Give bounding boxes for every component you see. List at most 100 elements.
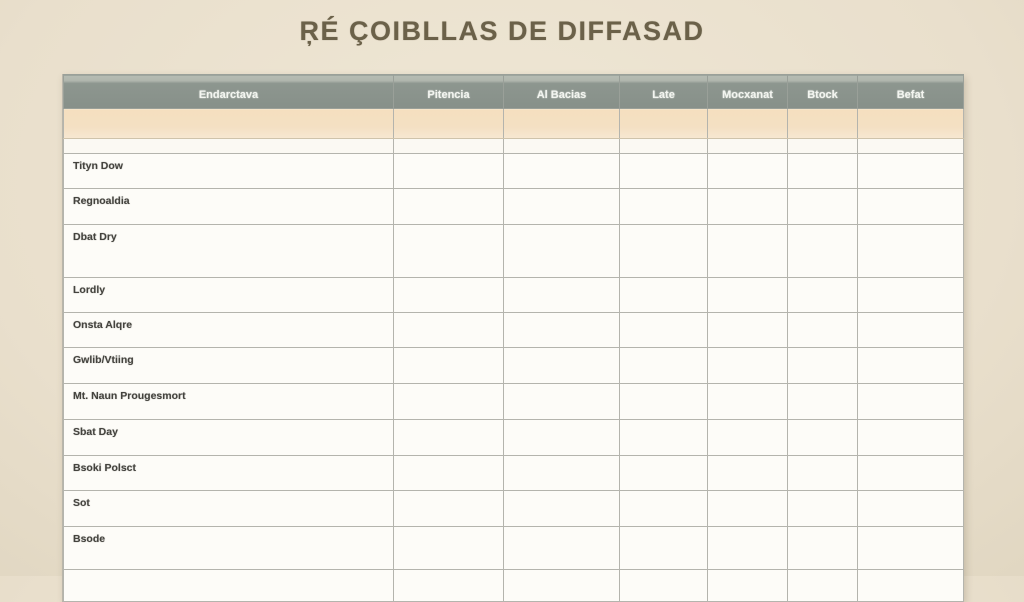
cell (857, 347, 964, 384)
row-label: Mt. Naun Prougesmort (63, 383, 394, 420)
cell (787, 383, 858, 420)
cell (503, 224, 620, 278)
cell (707, 455, 788, 491)
cell (393, 108, 504, 139)
cell (503, 569, 620, 602)
cell (787, 277, 858, 313)
cell (857, 490, 964, 527)
table-row: Dbat Dry (63, 224, 964, 278)
cell (619, 312, 708, 348)
row-label: Dbat Dry (63, 224, 394, 278)
column-header-mocxanat: Mocxanat (707, 74, 788, 109)
cell (393, 188, 504, 225)
cell (707, 490, 788, 527)
table-row: Regnoaldia (63, 188, 964, 225)
table-row: Bsoki Polsct (63, 455, 964, 491)
cell (503, 347, 620, 384)
cell (787, 188, 858, 225)
page-background: ŖÉ ÇOIBLLAS DE DIFFASAD Endarctava Piten… (62, 16, 964, 602)
cell (619, 419, 708, 456)
cell (503, 383, 620, 420)
cell (503, 153, 620, 189)
cell (619, 138, 708, 154)
column-header-late: Late (619, 74, 708, 109)
cell (857, 224, 964, 278)
cell (619, 224, 708, 278)
cell (787, 224, 858, 278)
column-header-btock: Btock (787, 74, 858, 109)
cell (857, 138, 964, 154)
cell (707, 224, 788, 278)
column-header-al-bacias: Al Bacias (503, 74, 620, 109)
table-row: Bsode (63, 526, 964, 570)
cell (503, 455, 620, 491)
page-title: ŖÉ ÇOIBLLAS DE DIFFASAD (299, 16, 705, 46)
cell (787, 153, 858, 189)
cell (503, 490, 620, 527)
table-row: Mt. Naun Prougesmort (63, 383, 964, 420)
table-row: Sot (63, 490, 964, 527)
cell (63, 138, 394, 154)
row-label: Bsoki Polsct (63, 455, 394, 491)
data-table-container: Endarctava Pitencia Al Bacias Late Mocxa… (62, 74, 964, 602)
cell (787, 490, 858, 527)
cell (619, 526, 708, 570)
cell (393, 526, 504, 570)
cell (619, 153, 708, 189)
cell (857, 569, 964, 602)
cell (619, 188, 708, 225)
column-header-endarctava: Endarctava (63, 74, 394, 109)
cell (857, 455, 964, 491)
cell (393, 153, 504, 189)
cell (857, 277, 964, 313)
cell (503, 138, 620, 154)
cell (503, 419, 620, 456)
cell (619, 490, 708, 527)
cell (707, 277, 788, 313)
cell (393, 138, 504, 154)
cell (857, 188, 964, 225)
cell (787, 455, 858, 491)
column-header-pitencia: Pitencia (393, 74, 504, 109)
cell (393, 383, 504, 420)
cell (707, 569, 788, 602)
highlight-row (63, 108, 964, 139)
cell (503, 312, 620, 348)
table-row: Sbat Day (63, 419, 964, 456)
cell (619, 383, 708, 420)
cell (619, 569, 708, 602)
row-label: Bsode (63, 526, 394, 570)
cell (503, 277, 620, 313)
cell (619, 455, 708, 491)
cell (619, 347, 708, 384)
cell (619, 277, 708, 313)
cell (63, 569, 394, 602)
row-label: Tityn Dow (63, 153, 394, 189)
cell (707, 383, 788, 420)
cell (857, 526, 964, 570)
table-row-partial (63, 569, 964, 602)
cell (393, 224, 504, 278)
cell (503, 188, 620, 225)
table-row: Onsta Alqre (63, 312, 964, 348)
row-label: Regnoaldia (63, 188, 394, 225)
cell (707, 347, 788, 384)
cell (787, 419, 858, 456)
cell (393, 347, 504, 384)
cell (857, 153, 964, 189)
cell (393, 277, 504, 313)
cell (619, 108, 708, 139)
cell (393, 419, 504, 456)
cell (393, 455, 504, 491)
cell (503, 108, 620, 139)
table-row: Gwlib/Vtiing (63, 347, 964, 384)
cell (787, 138, 858, 154)
table-row: Lordly (63, 277, 964, 313)
cell (503, 526, 620, 570)
cell (707, 153, 788, 189)
row-label: Lordly (63, 277, 394, 313)
cell (393, 312, 504, 348)
table-row: Tityn Dow (63, 153, 964, 189)
row-label: Gwlib/Vtiing (63, 347, 394, 384)
cell (707, 108, 788, 139)
